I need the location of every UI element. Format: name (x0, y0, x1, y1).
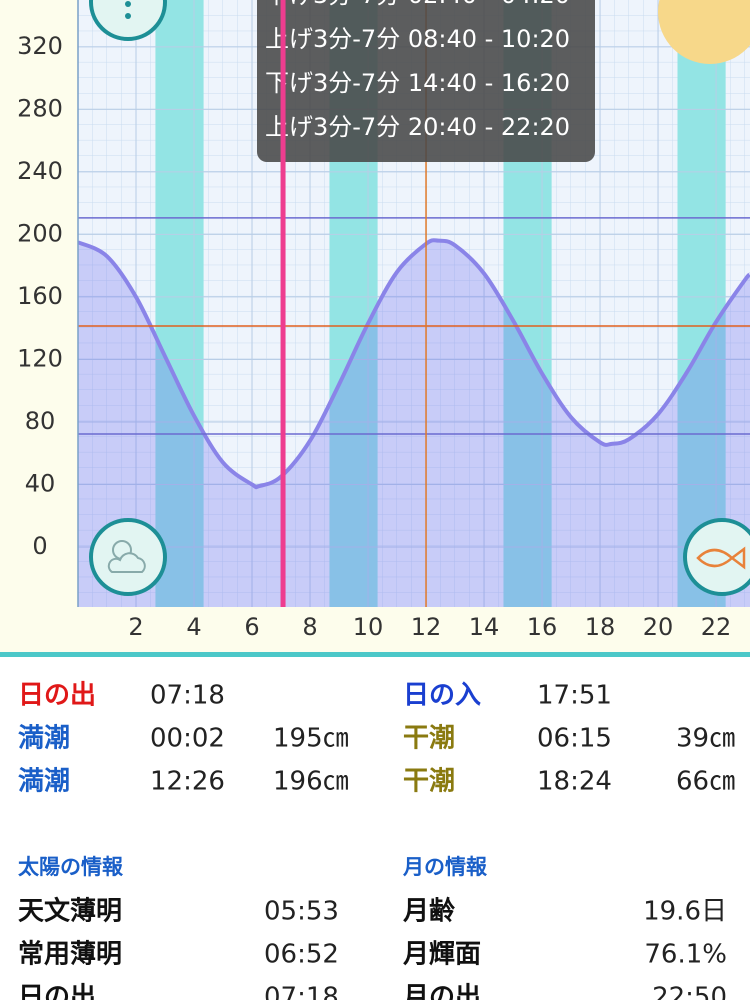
tide-value: 06:15 (537, 724, 612, 754)
y-tick-label: 80 (25, 407, 56, 435)
tide-value: 00:02 (150, 724, 225, 754)
tide-label: 日の入 (403, 681, 481, 711)
x-tick-label: 6 (244, 613, 259, 641)
tooltip-line: 上げ3分-7分 08:40 - 10:20 (265, 25, 570, 53)
info-value: 19.6日 (643, 897, 727, 927)
y-tick-label: 120 (17, 344, 63, 372)
tide-value: 39㎝ (676, 724, 735, 754)
y-tick-label: 200 (17, 219, 63, 247)
info-value: 05:53 (264, 897, 339, 927)
y-tick-label: 320 (17, 32, 63, 60)
y-tick-label: 240 (17, 157, 63, 185)
x-tick-label: 10 (353, 613, 384, 641)
fishing-band (677, 0, 726, 607)
section-title: 月の情報 (402, 855, 488, 879)
tide-value: 196㎝ (273, 767, 349, 797)
tide-label: 満潮 (18, 724, 70, 754)
info-value: 07:18 (264, 983, 339, 1000)
tide-value: 17:51 (537, 681, 612, 711)
weather-button[interactable] (89, 518, 167, 596)
x-tick-label: 18 (585, 613, 616, 641)
info-label: 日の出 (18, 983, 96, 1000)
tide-area (78, 240, 750, 607)
tooltip-line: 下げ3分-7分 14:40 - 16:20 (265, 69, 570, 97)
info-label: 月の出 (402, 983, 481, 1000)
info-label: 天文薄明 (18, 896, 122, 927)
tide-value: 18:24 (537, 767, 612, 797)
y-tick-label: 160 (17, 282, 63, 310)
tide-value: 195㎝ (273, 724, 349, 754)
tide-label: 満潮 (18, 767, 70, 797)
tide-value: 07:18 (150, 681, 225, 711)
info-label: 月齢 (402, 896, 456, 927)
divider (0, 652, 750, 657)
fishing-band (155, 0, 204, 607)
fish-button[interactable] (683, 518, 750, 596)
x-tick-label: 12 (411, 613, 442, 641)
x-tick-label: 8 (302, 613, 317, 641)
x-tick-label: 4 (186, 613, 201, 641)
y-tick-label: 40 (25, 469, 56, 497)
info-value: 06:52 (264, 940, 339, 970)
tide-label: 干潮 (403, 767, 455, 797)
tide-line (78, 238, 750, 490)
y-tick-label: 280 (17, 94, 63, 122)
moon-icon (658, 0, 750, 64)
info-label: 常用薄明 (18, 940, 122, 970)
section-title: 太陽の情報 (18, 855, 124, 879)
x-tick-label: 14 (469, 613, 500, 641)
tooltip-line: 上げ3分-7分 20:40 - 22:20 (265, 113, 570, 141)
x-tick-label: 20 (643, 613, 674, 641)
info-label: 月輝面 (402, 940, 481, 970)
tide-value: 12:26 (150, 767, 225, 797)
tide-label: 日の出 (18, 681, 96, 711)
tooltip (257, 0, 595, 162)
tide-value: 66㎝ (676, 767, 735, 797)
x-tick-label: 22 (701, 613, 732, 641)
info-value: 22:50 (652, 983, 727, 1000)
tide-label: 干潮 (403, 724, 455, 754)
y-tick-label: 0 (32, 532, 47, 560)
info-value: 76.1% (644, 940, 727, 970)
x-tick-label: 16 (527, 613, 558, 641)
menu-button[interactable] (89, 0, 167, 41)
x-tick-label: 2 (128, 613, 143, 641)
tooltip-line: 下げ3分-7分 02:40 - 04:20 (265, 0, 570, 9)
plot: 下げ3分-7分 02:40 - 04:20 上げ3分-7分 08:40 - 10:… (78, 0, 750, 607)
